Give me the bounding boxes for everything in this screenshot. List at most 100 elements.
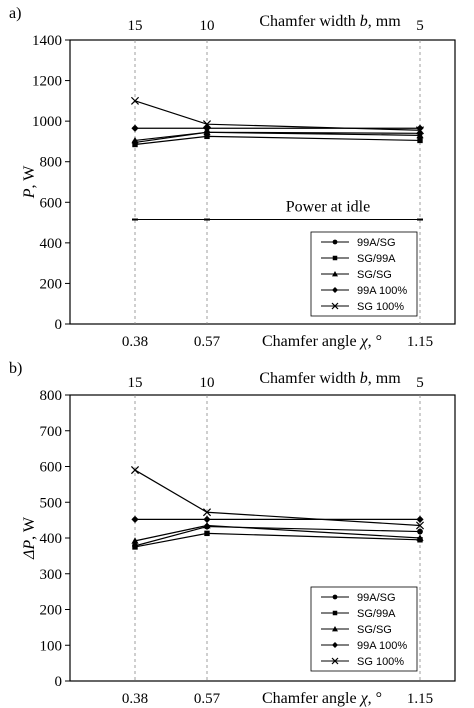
legend-label: SG/SG [357, 269, 392, 281]
data-point [203, 124, 211, 132]
legend-item: SG 100% [321, 301, 404, 313]
legend-label: 99A/SG [357, 592, 396, 604]
y-tick-label: 0 [55, 317, 63, 333]
top-tick-label: 5 [416, 375, 424, 391]
x-tick-label: 0.38 [122, 334, 148, 350]
top-tick-label: 5 [416, 18, 424, 34]
data-point [416, 534, 424, 541]
data-point [204, 133, 210, 140]
series-2 [131, 521, 424, 544]
series-3 [131, 515, 424, 524]
legend-label: 99A 100% [357, 640, 407, 652]
legend: 99A/SG SG/99A SG/SG 99A 100% SG 100% [310, 586, 418, 672]
top-tick-label: 10 [200, 18, 215, 34]
series-2 [131, 128, 424, 144]
top-tick-label: 15 [128, 375, 143, 391]
legend-item: SG/SG [321, 269, 392, 281]
legend-label: SG 100% [357, 301, 404, 313]
series-0 [132, 523, 423, 549]
data-point [415, 521, 425, 530]
data-point [203, 515, 211, 524]
legend-marker [331, 657, 339, 665]
legend-item: 99A 100% [321, 640, 407, 652]
data-point [131, 515, 139, 524]
data-point [203, 128, 211, 136]
y-tick-label: 200 [40, 276, 63, 292]
y-tick-label: 400 [40, 531, 63, 547]
y-tick-label: 700 [40, 424, 63, 440]
legend-item: SG/99A [321, 608, 396, 620]
legend-item: SG 100% [321, 656, 404, 668]
data-point [202, 120, 212, 129]
y-tick-label: 800 [40, 388, 63, 404]
panel-a: a) 0 200 400 600 800 1000 1200 1400 P, W 0.38 0.57 1… [9, 5, 456, 350]
series-4 [130, 96, 425, 135]
legend-label: SG/SG [357, 624, 392, 636]
top-tick-label: 15 [128, 18, 143, 34]
panel-label: b) [9, 360, 22, 377]
legend-label: 99A 100% [357, 285, 407, 297]
legend-label: SG 100% [357, 656, 404, 668]
legend-marker [331, 302, 339, 310]
series-1 [132, 530, 423, 550]
series-line [134, 469, 421, 527]
data-point [202, 508, 212, 517]
y-tick-label: 600 [40, 195, 63, 211]
legend-marker [332, 287, 338, 293]
y-tick-label: 600 [40, 460, 63, 476]
data-point [132, 544, 138, 550]
x-tick-label: 1.15 [407, 334, 433, 350]
x-tick-label: 0.38 [122, 691, 148, 707]
series-4 [130, 466, 425, 530]
series-line [134, 135, 421, 146]
plot-frame [69, 39, 456, 325]
legend-item: SG/99A [321, 253, 396, 265]
legend-item: SG/SG [321, 624, 392, 636]
idle-power-label: Power at idle [286, 199, 370, 216]
data-point [415, 126, 425, 135]
legend-label: SG/99A [357, 608, 396, 620]
data-point [132, 141, 138, 148]
y-tick-label: 0 [55, 674, 63, 690]
y-tick-label: 300 [40, 567, 63, 583]
legend-marker [332, 239, 338, 245]
y-tick-label: 500 [40, 495, 63, 511]
data-point [416, 131, 424, 139]
y-tick-label: 1200 [32, 74, 62, 90]
legend-label: 99A/SG [357, 237, 396, 249]
series-1 [132, 133, 423, 148]
y-tick-label: 200 [40, 603, 63, 619]
y-tick-label: 1000 [32, 114, 62, 130]
top-axis-label: Chamfer width b, mm [259, 13, 401, 30]
legend-item: 99A/SG [321, 237, 396, 249]
data-point [131, 136, 139, 144]
x-axis-label: Chamfer angle χ, ° [262, 333, 382, 350]
y-tick-label: 400 [40, 236, 63, 252]
data-point [131, 537, 139, 544]
legend-marker [332, 255, 338, 261]
panel-label: a) [9, 5, 21, 22]
data-point [203, 521, 211, 529]
legend: 99A/SG SG/99A SG/SG 99A 100% SG 100% [310, 231, 418, 317]
x-axis-label: Chamfer angle χ, ° [262, 690, 382, 707]
top-axis-label: Chamfer width b, mm [259, 370, 401, 387]
data-point [130, 96, 140, 105]
legend-marker [332, 626, 338, 632]
data-point [131, 124, 139, 132]
legend-marker [332, 610, 338, 616]
legend-item: 99A/SG [321, 592, 396, 604]
y-tick-label: 1400 [32, 33, 62, 49]
x-tick-label: 0.57 [194, 334, 221, 350]
panel-b: b) 0 100 200 300 400 500 600 700 800 ΔP, W 0.38 0.57… [9, 360, 456, 707]
legend-label: SG/99A [357, 253, 396, 265]
legend-marker [332, 642, 338, 648]
legend-item: 99A 100% [321, 285, 407, 297]
legend-marker [332, 271, 338, 277]
legend-marker [332, 594, 338, 600]
top-tick-label: 10 [200, 375, 215, 391]
x-tick-label: 0.57 [194, 691, 221, 707]
data-point [417, 137, 423, 144]
data-point [130, 466, 140, 475]
y-axis-label: P, W [21, 165, 38, 199]
